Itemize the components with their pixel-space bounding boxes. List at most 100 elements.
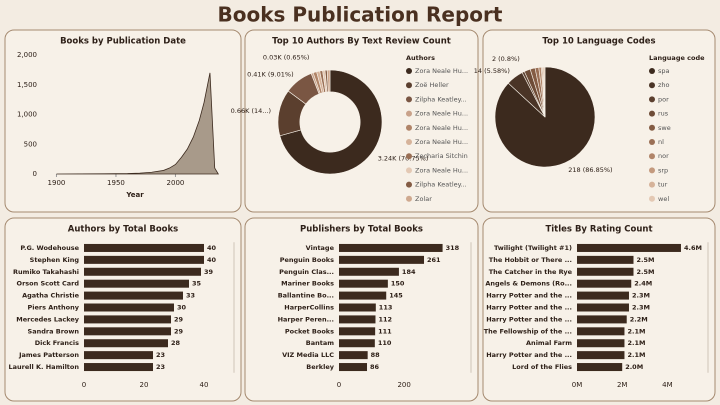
x-axis-label: Year xyxy=(125,191,144,199)
legend-label: zho xyxy=(658,81,670,89)
x-tick-label: 1900 xyxy=(48,179,66,187)
x-tick-label: 0 xyxy=(337,381,341,389)
data-label: 2.4M xyxy=(634,280,652,288)
panel-title: Publishers by Total Books xyxy=(300,225,423,235)
category-label: Vintage xyxy=(306,244,335,252)
data-label: 35 xyxy=(192,280,202,288)
bar xyxy=(339,279,388,288)
data-label: 112 xyxy=(378,315,392,323)
bar xyxy=(577,243,681,252)
category-label: Twilight (Twilight #1) xyxy=(494,244,572,252)
legend-swatch xyxy=(406,124,412,131)
legend-swatch xyxy=(406,82,412,89)
legend-swatch xyxy=(406,195,412,202)
category-label: Stephen King xyxy=(30,256,80,264)
data-label: 150 xyxy=(391,280,405,288)
legend-swatch xyxy=(406,110,412,117)
report-title: Books Publication Report xyxy=(218,3,503,27)
bar xyxy=(339,255,425,264)
legend-label: por xyxy=(658,95,669,103)
bar xyxy=(339,327,376,336)
data-label: 29 xyxy=(174,315,184,323)
x-tick-label: 0 xyxy=(82,381,86,389)
scrollbar xyxy=(707,242,709,373)
bar xyxy=(577,363,623,372)
legend-label: Zoë Heller xyxy=(415,81,449,89)
panel-title: Top 10 Language Codes xyxy=(542,37,655,47)
data-label: 4.6M xyxy=(684,244,702,252)
slice xyxy=(279,69,383,175)
data-label: 2.3M xyxy=(632,304,650,312)
data-label: 33 xyxy=(186,292,195,300)
legend-swatch xyxy=(649,181,655,188)
category-label: The Hobbit or There ... xyxy=(489,256,572,264)
bar xyxy=(577,327,625,336)
bar xyxy=(84,243,204,252)
legend-label: Zecharia Sitchin xyxy=(415,152,468,160)
data-label: 3.24K (70.75%) xyxy=(378,154,429,162)
legend-swatch xyxy=(649,195,655,202)
category-label: Animal Farm xyxy=(526,339,572,347)
legend-label: Zilpha Keatley... xyxy=(415,95,467,103)
bar xyxy=(84,351,153,360)
data-label: 113 xyxy=(379,304,393,312)
legend-swatch xyxy=(406,167,412,174)
bar xyxy=(577,267,634,276)
bar xyxy=(577,315,627,324)
bar xyxy=(339,267,399,276)
legend-label: Zolar xyxy=(415,195,432,203)
data-label: 184 xyxy=(402,268,416,276)
bar xyxy=(577,279,632,288)
legend-swatch xyxy=(649,82,655,89)
data-label: 88 xyxy=(371,351,381,359)
x-tick-label: 40 xyxy=(200,381,209,389)
x-tick-label: 2M xyxy=(617,381,628,389)
data-label: 2 (0.8%) xyxy=(492,55,520,63)
bar xyxy=(339,351,368,360)
y-tick-label: 2,000 xyxy=(17,51,37,59)
legend-swatch xyxy=(649,68,655,74)
category-label: Piers Anthony xyxy=(28,304,80,312)
data-label: 39 xyxy=(204,268,214,276)
legend-label: Zora Neale Hu... xyxy=(415,67,468,75)
slice xyxy=(326,69,331,93)
legend-label: tur xyxy=(658,181,668,189)
data-label: 2.0M xyxy=(625,363,643,371)
data-label: 0.03K (0.65%) xyxy=(263,54,310,62)
bar xyxy=(84,267,201,276)
legend-label: swe xyxy=(658,124,671,132)
category-label: Orson Scott Card xyxy=(17,280,80,288)
bar xyxy=(84,303,174,312)
data-label: 2.1M xyxy=(627,351,645,359)
category-label: Harry Potter and the ... xyxy=(486,304,572,312)
data-label: 86 xyxy=(370,363,380,371)
legend-swatch xyxy=(649,139,655,145)
category-label: Laurell K. Hamilton xyxy=(8,363,79,371)
data-label: 2.5M xyxy=(637,268,655,276)
data-label: 2.1M xyxy=(627,339,645,347)
legend-label: spa xyxy=(658,67,670,75)
data-label: 30 xyxy=(177,304,187,312)
bar xyxy=(84,327,171,336)
data-label: 318 xyxy=(446,244,460,252)
data-label: 0.66K (14...) xyxy=(231,107,271,115)
category-label: Mercedes Lackey xyxy=(16,315,79,323)
category-label: HarperCollins xyxy=(284,304,334,312)
data-label: 23 xyxy=(156,351,165,359)
category-label: Angels & Demons (Ro... xyxy=(485,280,572,288)
data-label: 218 (86.85%) xyxy=(568,166,612,174)
bar xyxy=(84,363,153,372)
data-label: 23 xyxy=(156,363,165,371)
category-label: Ballantine Bo... xyxy=(278,292,334,300)
bar xyxy=(577,303,629,312)
data-label: 40 xyxy=(207,256,217,264)
slice xyxy=(543,66,546,118)
category-label: Mariner Books xyxy=(281,280,334,288)
bar xyxy=(339,243,443,252)
legend-swatch xyxy=(406,153,412,160)
category-label: Rumiko Takahashi xyxy=(13,268,79,276)
data-label: 2.2M xyxy=(630,315,648,323)
category-label: Agatha Christie xyxy=(22,292,79,300)
legend-title: Language code xyxy=(649,54,705,62)
